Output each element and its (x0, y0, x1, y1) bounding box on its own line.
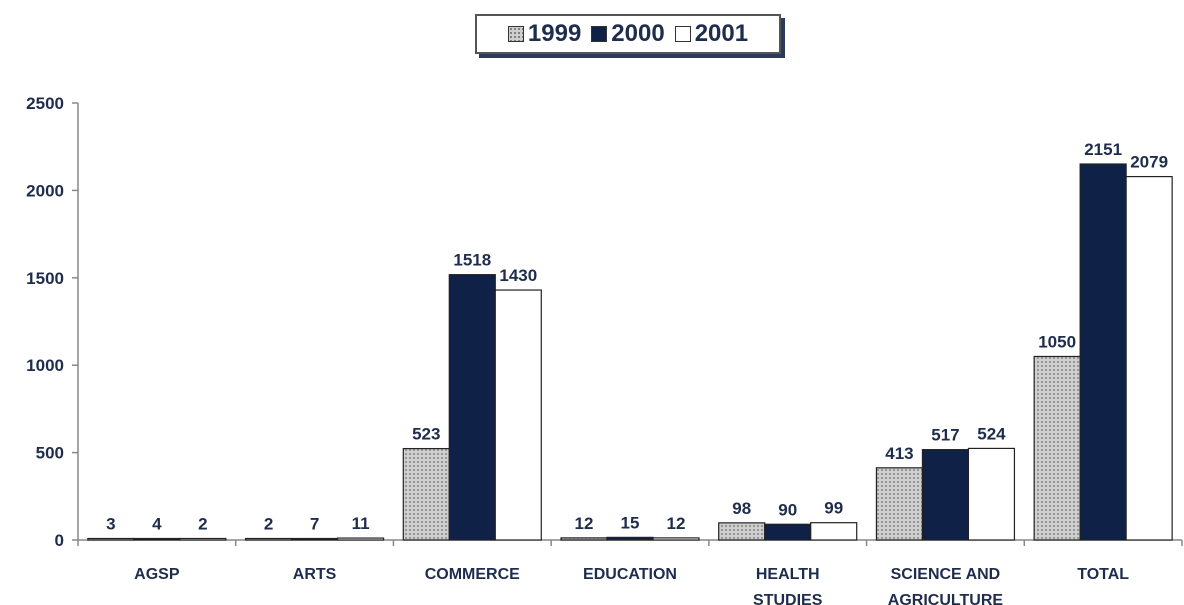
data-label-2001-4: 99 (824, 499, 843, 518)
data-label-2000-4: 90 (778, 500, 797, 519)
y-tick-label: 2000 (26, 181, 64, 200)
bar-2000-5 (921, 449, 970, 541)
y-tick-label: 1000 (26, 356, 64, 375)
bar-2001-5 (967, 447, 1016, 541)
data-label-2001-6: 2079 (1130, 153, 1168, 172)
data-label-2001-1: 11 (352, 514, 370, 533)
bar-1999-6 (1033, 355, 1081, 541)
bar-2000-6 (1079, 163, 1127, 541)
bars (87, 163, 1173, 541)
data-label-1999-4: 98 (732, 499, 751, 518)
x-category-label: AGRICULTURE (888, 592, 1004, 605)
bar-2001-4 (810, 522, 858, 541)
legend-label-2001: 2001 (694, 20, 749, 47)
bar-2001-2 (494, 289, 542, 541)
y-tick-label: 500 (36, 444, 64, 463)
legend: 1999 2000 2001 (475, 14, 781, 54)
x-category-label: STUDIES (753, 592, 823, 605)
bar-2001-3 (652, 537, 700, 541)
legend-item-2000: 2000 (591, 20, 665, 48)
y-tick-label: 1500 (26, 269, 64, 288)
bar-2000-2 (448, 274, 496, 541)
data-label-1999-1: 2 (264, 515, 273, 534)
data-label-1999-5: 413 (885, 444, 913, 463)
x-category-label: AGSP (134, 566, 180, 583)
data-label-2000-5: 517 (931, 426, 959, 445)
data-label-2000-3: 15 (621, 513, 640, 532)
data-label-1999-2: 523 (412, 425, 440, 444)
bar-1999-5 (875, 467, 924, 541)
x-category-label: SCIENCE AND (891, 566, 1001, 583)
bar-2000-4 (764, 523, 812, 541)
x-category-label: HEALTH (756, 566, 820, 583)
legend-swatch-2000 (591, 26, 608, 42)
data-label-2001-3: 12 (667, 514, 686, 533)
bar-1999-0 (87, 537, 135, 541)
bar-1999-3 (560, 537, 608, 541)
legend-item-1999: 1999 (507, 20, 582, 48)
x-category-label: TOTAL (1077, 566, 1129, 583)
data-label-2001-5: 524 (977, 424, 1006, 443)
data-label-1999-0: 3 (106, 515, 115, 534)
data-labels: 3 2 523 12 98 413 1050 4 7 1518 15 90 517 2151 2 11 1430… (106, 140, 1168, 533)
bar-2001-6 (1125, 175, 1173, 541)
data-label-1999-3: 12 (575, 514, 594, 533)
bar-2000-0 (133, 537, 181, 541)
bar-1999-2 (402, 447, 450, 541)
data-label-2000-0: 4 (152, 515, 162, 534)
legend-swatch-2001 (674, 26, 691, 42)
legend-label-1999: 1999 (527, 20, 582, 47)
bar-1999-1 (244, 537, 293, 541)
x-category-label: ARTS (293, 566, 337, 583)
legend-item-2001: 2001 (674, 20, 749, 48)
bar-2001-1 (336, 537, 385, 541)
data-label-2000-6: 2151 (1084, 140, 1122, 159)
data-label-1999-6: 1050 (1038, 332, 1076, 351)
axes: 0 500 1000 1500 2000 2500 AGSP ARTS COMMERCE EDUC… (26, 94, 1183, 605)
x-category-label: EDUCATION (583, 566, 677, 583)
x-category-label: COMMERCE (425, 566, 520, 583)
bar-1999-4 (718, 522, 766, 541)
data-label-2001-0: 2 (198, 515, 207, 534)
bar-2000-1 (290, 537, 339, 541)
data-label-2001-2: 1430 (499, 266, 537, 285)
bar-2001-0 (179, 537, 227, 541)
legend-label-2000: 2000 (611, 20, 665, 47)
data-label-2000-2: 1518 (453, 251, 491, 270)
bar-2000-3 (606, 536, 654, 541)
y-tick-label: 2500 (26, 94, 64, 113)
legend-swatch-1999 (507, 26, 524, 42)
y-tick-label: 0 (55, 531, 64, 550)
data-label-2000-1: 7 (310, 515, 319, 534)
